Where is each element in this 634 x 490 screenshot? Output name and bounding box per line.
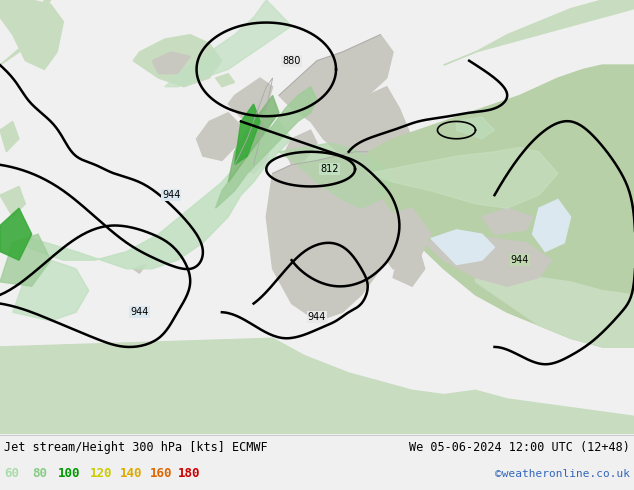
Polygon shape xyxy=(476,260,634,347)
Text: Jet stream/Height 300 hPa [kts] ECMWF: Jet stream/Height 300 hPa [kts] ECMWF xyxy=(4,441,268,454)
Polygon shape xyxy=(0,338,634,434)
Polygon shape xyxy=(0,208,32,260)
Polygon shape xyxy=(197,113,241,160)
Text: 944: 944 xyxy=(308,312,326,321)
Polygon shape xyxy=(165,0,292,87)
Text: 880: 880 xyxy=(283,56,301,66)
Text: 120: 120 xyxy=(90,467,112,480)
Polygon shape xyxy=(0,187,25,217)
Text: 812: 812 xyxy=(320,164,339,174)
Polygon shape xyxy=(285,130,317,165)
Polygon shape xyxy=(133,265,146,273)
Polygon shape xyxy=(216,74,235,87)
Polygon shape xyxy=(0,122,19,152)
Polygon shape xyxy=(368,147,558,208)
Polygon shape xyxy=(133,35,222,87)
Polygon shape xyxy=(279,143,393,208)
Polygon shape xyxy=(228,96,279,182)
Polygon shape xyxy=(216,87,317,208)
Polygon shape xyxy=(444,0,634,65)
Polygon shape xyxy=(368,65,634,347)
Text: 944: 944 xyxy=(511,255,529,265)
Polygon shape xyxy=(425,234,552,286)
Polygon shape xyxy=(349,208,387,269)
Polygon shape xyxy=(431,230,495,265)
Polygon shape xyxy=(374,208,431,269)
Polygon shape xyxy=(13,260,89,321)
Polygon shape xyxy=(235,104,260,165)
Polygon shape xyxy=(152,52,190,74)
Text: 80: 80 xyxy=(32,467,47,480)
Polygon shape xyxy=(235,122,273,173)
Text: 180: 180 xyxy=(178,467,200,480)
Text: 140: 140 xyxy=(120,467,143,480)
Polygon shape xyxy=(0,234,51,286)
Text: 60: 60 xyxy=(4,467,19,480)
Text: 944: 944 xyxy=(162,190,180,200)
Text: ©weatheronline.co.uk: ©weatheronline.co.uk xyxy=(495,469,630,479)
Text: 100: 100 xyxy=(58,467,81,480)
Polygon shape xyxy=(266,152,412,321)
Polygon shape xyxy=(0,0,51,65)
Text: 160: 160 xyxy=(150,467,172,480)
Polygon shape xyxy=(456,117,495,139)
Text: 944: 944 xyxy=(131,307,148,317)
Polygon shape xyxy=(533,199,571,251)
Polygon shape xyxy=(393,247,425,286)
Polygon shape xyxy=(19,122,292,269)
Text: We 05-06-2024 12:00 UTC (12+48): We 05-06-2024 12:00 UTC (12+48) xyxy=(409,441,630,454)
Polygon shape xyxy=(0,0,63,70)
Polygon shape xyxy=(279,35,393,130)
Polygon shape xyxy=(311,87,412,182)
Polygon shape xyxy=(228,78,273,122)
Polygon shape xyxy=(482,208,533,234)
